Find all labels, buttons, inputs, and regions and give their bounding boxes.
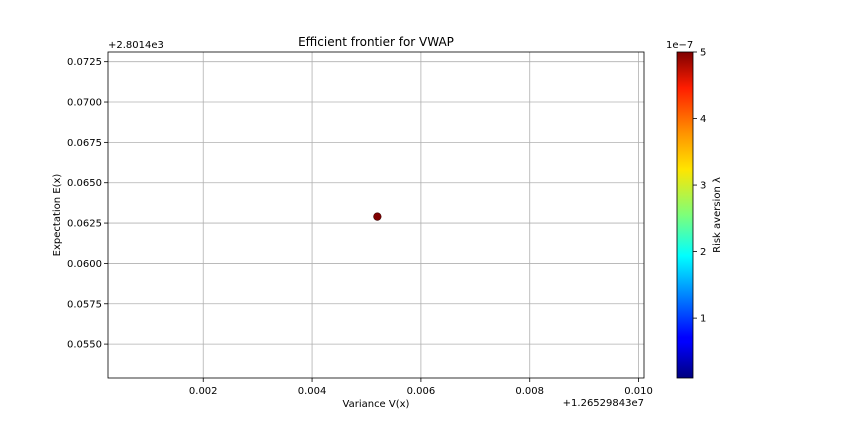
grid-lines — [108, 52, 644, 378]
x-tick-label: 0.002 — [189, 386, 218, 397]
y-tick-label: 0.0725 — [67, 57, 102, 68]
y-tick-label: 0.0600 — [67, 259, 102, 270]
colorbar-tick-label: 2 — [700, 247, 706, 258]
y-tick-label: 0.0550 — [67, 340, 102, 351]
scatter-points — [373, 212, 382, 221]
x-tick-label: 0.008 — [515, 386, 544, 397]
colorbar-label: Risk aversion λ — [712, 177, 723, 253]
y-tick-label: 0.0675 — [67, 138, 102, 149]
y-tick-label: 0.0575 — [67, 299, 102, 310]
y-tick-label: 0.0700 — [67, 98, 102, 109]
colorbar-tick-label: 1 — [700, 314, 706, 325]
x-tick-label: 0.004 — [298, 386, 327, 397]
colorbar-ticks: 1 2 3 4 5 — [693, 48, 706, 325]
plot-frame — [107, 51, 645, 379]
y-offset-label: +2.8014e3 — [108, 40, 164, 51]
x-axis-label: Variance V(x) — [343, 399, 410, 410]
y-tick-label: 0.0650 — [67, 178, 102, 189]
colorbar-tick-label: 4 — [700, 114, 706, 125]
scatter-point — [373, 212, 382, 221]
colorbar-tick-label: 3 — [700, 181, 706, 192]
y-axis-label: Expectation E(x) — [52, 174, 63, 257]
colorbar — [676, 51, 694, 379]
colorbar-offset-label: 1e−7 — [666, 40, 693, 51]
x-tick-label: 0.006 — [407, 386, 436, 397]
colorbar-tick-label: 5 — [700, 48, 706, 59]
x-tick-label: 0.010 — [624, 386, 653, 397]
axis-ticks: 0.002 0.004 0.006 0.008 0.010 0.0550 0.0575 0.0… — [67, 57, 653, 397]
x-offset-label: +1.26529843e7 — [563, 398, 644, 409]
y-tick-label: 0.0625 — [67, 219, 102, 230]
chart-title: Efficient frontier for VWAP — [298, 35, 454, 49]
